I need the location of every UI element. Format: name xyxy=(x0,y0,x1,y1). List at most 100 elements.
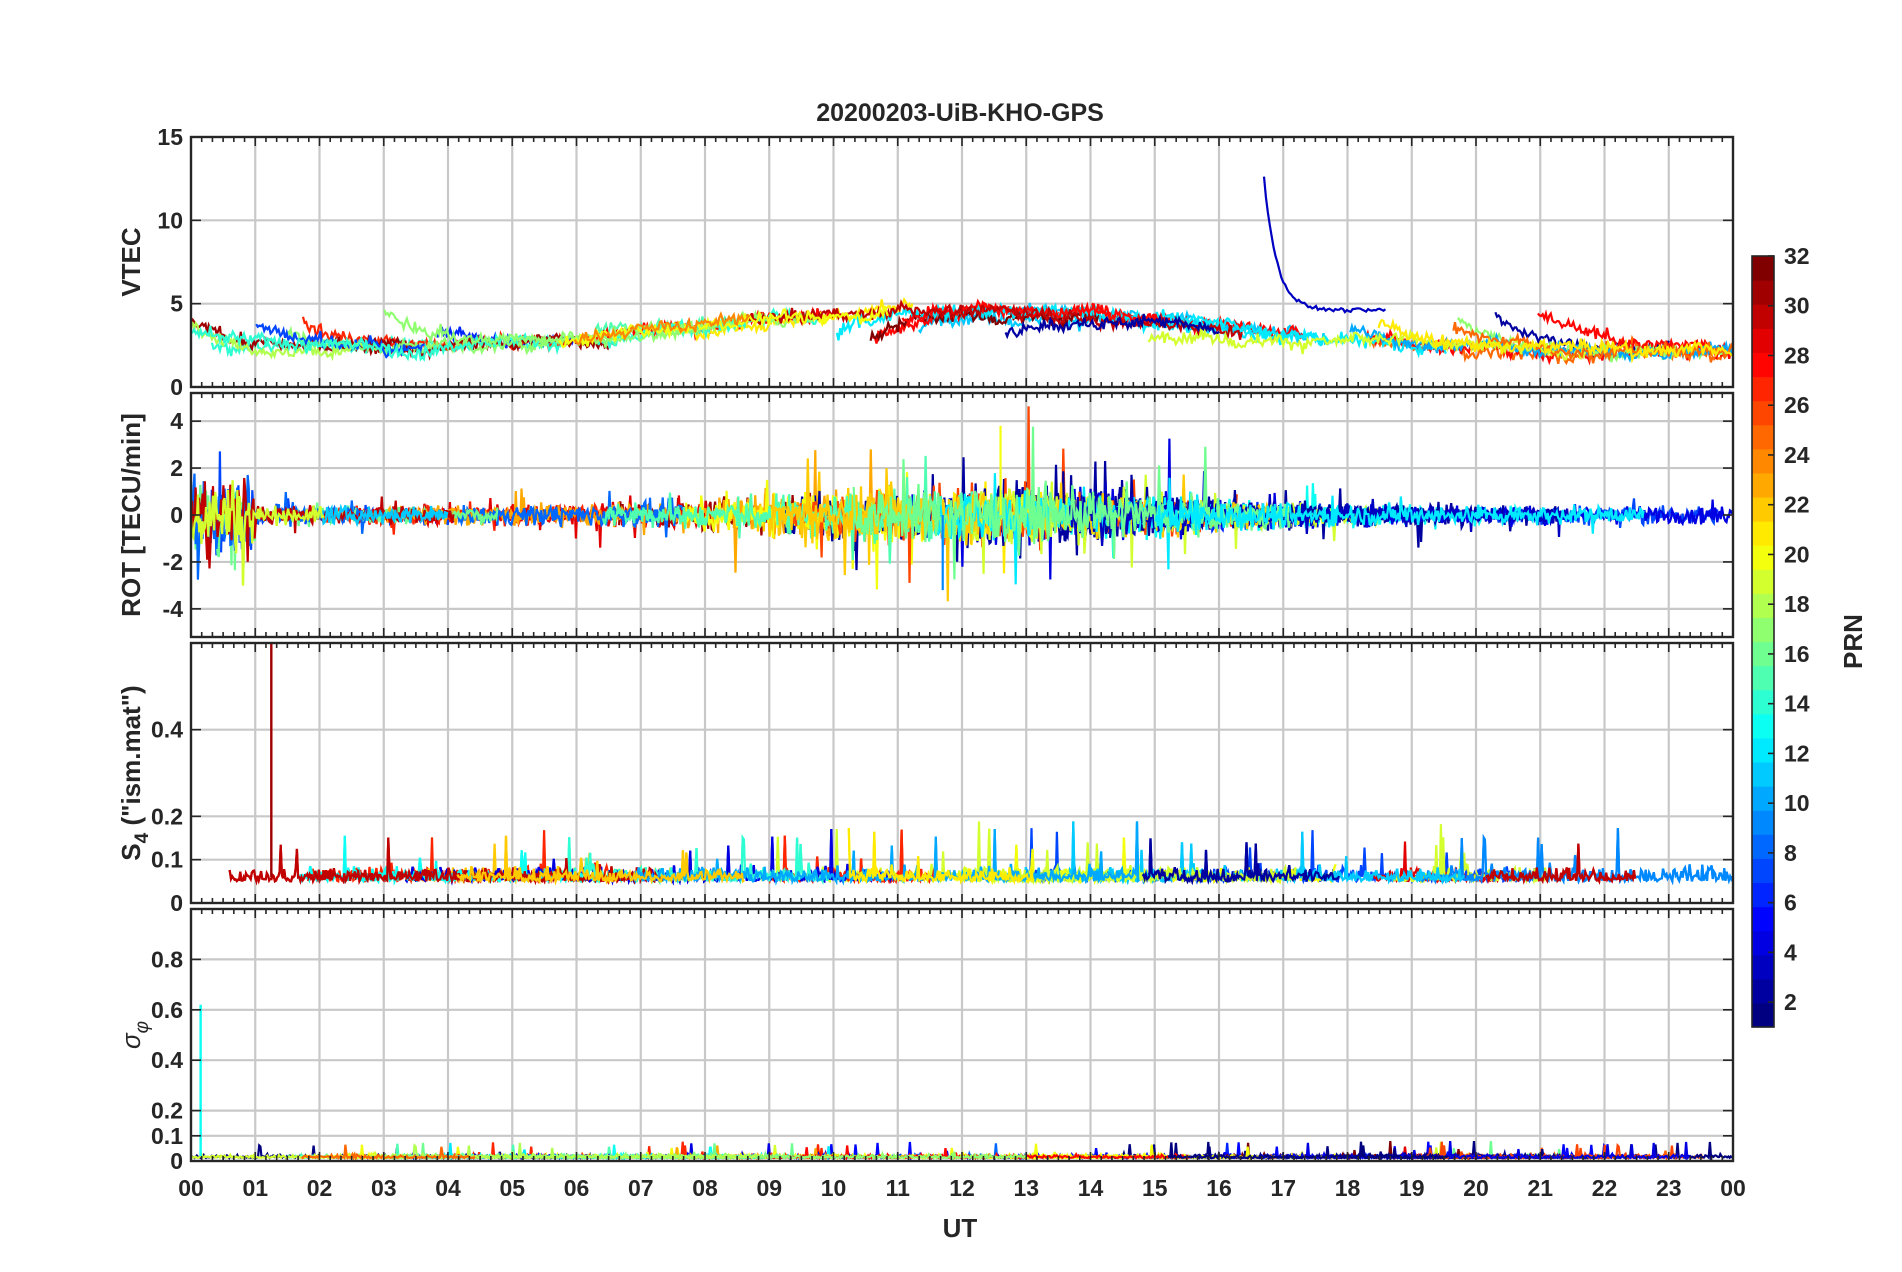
colorbar-band xyxy=(1752,521,1774,546)
y-tick-label: 0 xyxy=(170,374,183,400)
x-tick-label: 12 xyxy=(949,1175,975,1201)
colorbar-tick-label: 4 xyxy=(1784,939,1797,965)
colorbar-tick-label: 22 xyxy=(1784,492,1810,518)
series-vtec-peak xyxy=(1262,176,1387,314)
colorbar-band xyxy=(1752,906,1774,932)
x-tick-label: 14 xyxy=(1078,1175,1104,1201)
colorbar-tick-label: 28 xyxy=(1784,342,1810,368)
y-tick-label: 0.4 xyxy=(151,1047,183,1073)
y-tick-label: 0.8 xyxy=(151,946,183,972)
colorbar-band xyxy=(1752,1002,1774,1028)
colorbar-band xyxy=(1752,569,1774,594)
colorbar-band xyxy=(1752,858,1774,884)
x-tick-label: 18 xyxy=(1335,1175,1361,1201)
x-tick-label: 08 xyxy=(692,1175,718,1201)
y-axis-label-vtec: VTEC xyxy=(116,227,146,297)
colorbar-band xyxy=(1752,882,1774,908)
series-prn-19 xyxy=(191,480,325,586)
colorbar-band xyxy=(1752,810,1774,835)
x-tick-label: 17 xyxy=(1270,1175,1296,1201)
colorbar-tick-label: 24 xyxy=(1784,442,1810,468)
x-tick-label: 00 xyxy=(1720,1175,1746,1201)
x-tick-label: 19 xyxy=(1399,1175,1425,1201)
colorbar-band xyxy=(1752,617,1774,643)
colorbar-band xyxy=(1752,665,1774,691)
colorbar-band xyxy=(1752,280,1774,305)
x-tick-label: 23 xyxy=(1656,1175,1682,1201)
x-tick-label: 06 xyxy=(564,1175,590,1201)
y-tick-label: 0.1 xyxy=(151,1123,183,1149)
colorbar-label: PRN xyxy=(1838,614,1868,669)
x-tick-label: 20 xyxy=(1463,1175,1489,1201)
colorbar-band xyxy=(1752,496,1774,522)
chart-title: 20200203-UiB-KHO-GPS xyxy=(816,99,1104,127)
x-axis-label: UT xyxy=(943,1213,978,1243)
series-prn-12 xyxy=(1154,494,1645,536)
colorbar-tick-label: 18 xyxy=(1784,591,1810,617)
y-tick-label: 0 xyxy=(170,890,183,916)
colorbar-band xyxy=(1752,641,1774,667)
series-prn-9 xyxy=(1416,827,1733,886)
panel-s4: 0 0.1 0.2 0.4S4 ("ism.mat") xyxy=(116,641,1735,916)
x-tick-label: 15 xyxy=(1142,1175,1168,1201)
y-tick-label: 0.4 xyxy=(151,717,183,743)
series-prn-8 xyxy=(456,490,684,538)
x-tick-label: 00 xyxy=(178,1175,204,1201)
y-tick-label: 0.2 xyxy=(151,803,183,829)
y-tick-label: 0 xyxy=(170,502,183,528)
colorbar-band xyxy=(1752,448,1774,474)
colorbar-frame xyxy=(1751,255,1775,1028)
colorbar-tick-label: 14 xyxy=(1784,691,1810,717)
colorbar-band xyxy=(1752,930,1774,956)
x-tick-label: 21 xyxy=(1527,1175,1553,1201)
colorbar-band xyxy=(1752,978,1774,1004)
panel-rot: -4 -2 0 2 4 ROT [TECU/min] xyxy=(116,391,1735,639)
panel-sigma_phi: 00.10.2 0.4 0.6 0.8 σφ xyxy=(116,907,1735,1174)
y-tick-label: -2 xyxy=(163,549,183,575)
series-prn-2 xyxy=(1141,838,1340,886)
y-tick-label: 4 xyxy=(170,408,183,434)
series-prn-30 xyxy=(1485,843,1637,885)
x-tick-label: 03 xyxy=(371,1175,397,1201)
colorbar-tick-label: 8 xyxy=(1784,840,1797,866)
colorbar-band xyxy=(1752,304,1774,329)
y-tick-label: 15 xyxy=(157,124,183,150)
series-prn-4 xyxy=(1258,1141,1692,1161)
colorbar-band xyxy=(1752,424,1774,450)
x-tick-label: 09 xyxy=(756,1175,782,1201)
series-prn-11 xyxy=(314,503,449,528)
panel-vtec: 0 5 10 15 VTEC xyxy=(116,124,1735,400)
series-prn-24 xyxy=(573,311,751,345)
x-tick-label: 01 xyxy=(242,1175,268,1201)
colorbar-tick-label: 6 xyxy=(1784,890,1797,916)
series-prn-22 xyxy=(456,835,745,886)
colorbar-band xyxy=(1752,256,1774,281)
colorbar-band xyxy=(1752,954,1774,980)
colorbar-tick-label: 30 xyxy=(1784,293,1810,319)
y-axis-label-sigma_phi: σφ xyxy=(116,1021,153,1049)
y-tick-label: 2 xyxy=(170,455,183,481)
y-axis-label-rot: ROT [TECU/min] xyxy=(116,413,146,617)
y-tick-label: 0.1 xyxy=(151,847,183,873)
series-group xyxy=(191,176,1733,366)
colorbar-tick-label: 2 xyxy=(1784,989,1797,1015)
series-group xyxy=(191,406,1733,602)
y-axis-label-s4: S4 ("ism.mat") xyxy=(116,685,153,860)
x-tick-label: 05 xyxy=(499,1175,525,1201)
colorbar-band xyxy=(1752,834,1774,859)
x-tick-label: 02 xyxy=(307,1175,333,1201)
y-tick-label: 0 xyxy=(170,1148,183,1174)
x-tick-label: 04 xyxy=(435,1175,461,1201)
series-prn-18 xyxy=(474,1142,758,1161)
colorbar-band xyxy=(1752,376,1774,402)
colorbar-band xyxy=(1752,786,1774,811)
x-tick-label: 07 xyxy=(628,1175,654,1201)
colorbar-tick-label: 20 xyxy=(1784,541,1810,567)
series-prn-21 xyxy=(1377,317,1733,364)
x-tick-label: 10 xyxy=(821,1175,847,1201)
y-tick-label: 10 xyxy=(157,207,183,233)
colorbar-band xyxy=(1752,761,1774,787)
